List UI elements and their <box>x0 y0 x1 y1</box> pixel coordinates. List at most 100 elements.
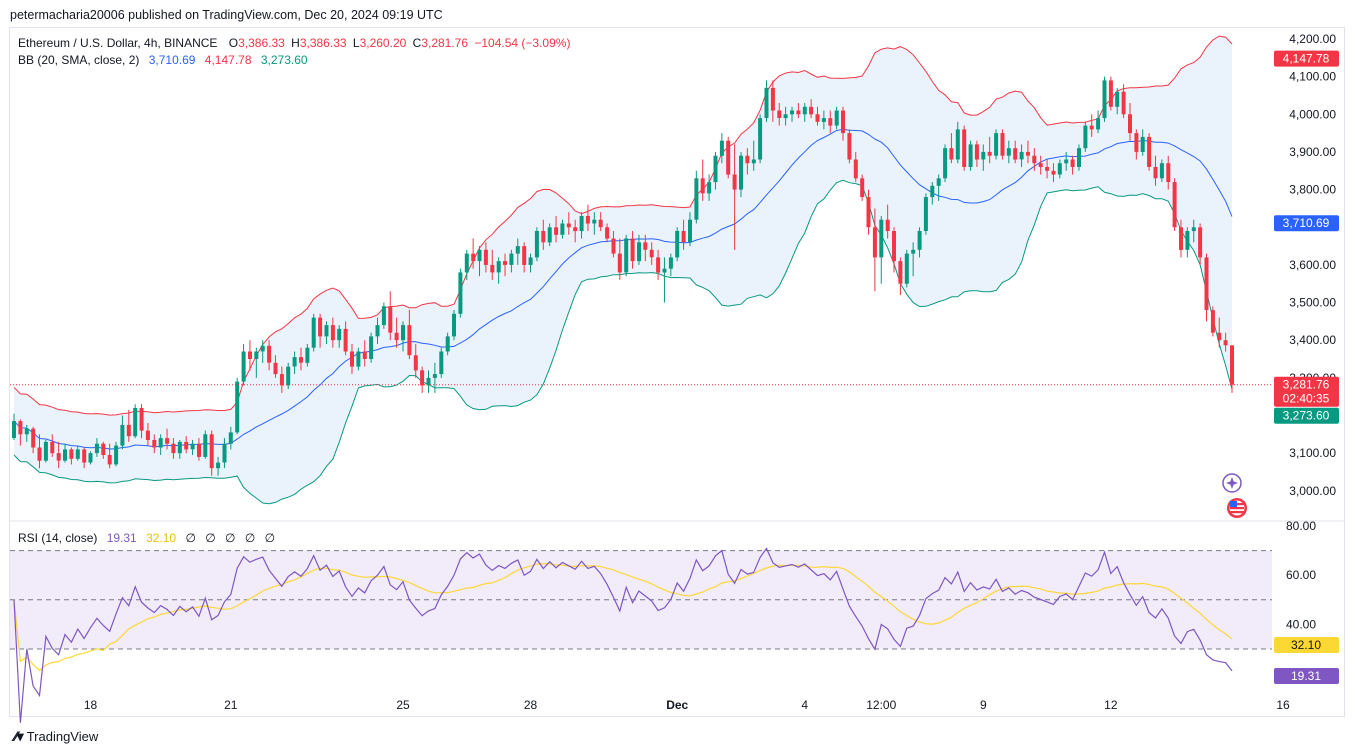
candle-body <box>694 178 699 220</box>
candle-body <box>745 155 750 164</box>
price-tick-label: 3,800.00 <box>1289 183 1336 197</box>
bb-lower-line <box>13 179 1233 505</box>
candle-body <box>1096 118 1101 130</box>
candle-body <box>401 325 405 341</box>
rsi-legend-row: RSI (14, close) 19.31 32.10 ∅ ∅ ∅ ∅ ∅ <box>18 531 278 545</box>
candle-body <box>273 362 278 375</box>
candle-body <box>879 219 884 258</box>
rsi-tick-label: 40.00 <box>1286 617 1316 631</box>
rsi-empty-4: ∅ <box>244 531 256 545</box>
candle-body <box>1204 257 1209 311</box>
candle-body <box>439 351 444 375</box>
time-tick-label: Dec <box>666 698 688 712</box>
candle-body <box>974 144 979 160</box>
candle-body <box>158 438 163 448</box>
candle-body <box>477 249 482 262</box>
candle-body <box>885 219 890 231</box>
candle-body <box>566 223 571 228</box>
candle-body <box>1185 231 1190 250</box>
candle-body <box>1121 91 1126 115</box>
candle-body <box>1000 133 1005 156</box>
bb-basis-line <box>13 128 1233 450</box>
candle-body <box>1102 80 1107 119</box>
bb-label: BB (20, SMA, close, 2) <box>18 53 140 67</box>
candle-body <box>94 443 99 454</box>
candle-body <box>1051 170 1056 175</box>
candle-body <box>815 114 820 122</box>
candle-body <box>598 219 603 228</box>
rsi-empty-5: ∅ <box>264 531 276 545</box>
candle-body <box>471 253 476 262</box>
candle-body <box>120 424 125 446</box>
candle-body <box>496 261 501 273</box>
candle-body <box>1153 167 1158 179</box>
candle-body <box>624 238 629 273</box>
rsi-badge <box>1274 668 1339 684</box>
candle-body <box>69 449 74 459</box>
candle-body <box>968 144 973 167</box>
price-tick-label: 3,000.00 <box>1289 484 1336 498</box>
candle-body <box>841 110 845 134</box>
high-label: H <box>291 36 300 50</box>
candle-body <box>260 345 265 352</box>
chart-frame <box>9 27 1345 717</box>
candle-body <box>426 377 431 386</box>
open-label: O <box>228 36 239 50</box>
sparkle-icon[interactable] <box>1222 473 1242 493</box>
candle-body <box>50 441 55 454</box>
candle-body <box>675 231 680 258</box>
candle-body <box>37 447 42 461</box>
candle-body <box>605 227 610 239</box>
price-tick-label: 4,200.00 <box>1289 32 1336 46</box>
candle-body <box>930 185 935 198</box>
time-tick-label: 21 <box>224 698 238 712</box>
time-tick-label: 28 <box>524 698 538 712</box>
time-tick-label: 25 <box>396 698 410 712</box>
candle-body <box>190 443 195 450</box>
rsi-empty-3: ∅ <box>225 531 236 545</box>
candle-body <box>337 328 342 341</box>
candle-body <box>1077 148 1081 167</box>
basis-badge-text: 3,710.69 <box>1283 216 1330 230</box>
candle-body <box>573 227 578 232</box>
candle-body <box>324 325 329 337</box>
candle-body <box>732 174 737 190</box>
high-value: 3,386.33 <box>299 36 347 50</box>
rsi-axis[interactable]: 80.00 60.00 40.00 <box>1286 519 1316 631</box>
candle-body <box>1115 91 1120 107</box>
candle-body <box>432 374 437 378</box>
candle-body <box>809 106 814 115</box>
candle-body <box>171 443 176 454</box>
candle-body <box>209 434 214 469</box>
candle-body <box>923 197 928 231</box>
candle-body <box>911 249 916 254</box>
candle-body <box>356 351 361 367</box>
candle-body <box>222 443 227 463</box>
candle-body <box>1064 159 1069 164</box>
candle-body <box>866 197 871 228</box>
candle-body <box>739 155 743 190</box>
candle-body <box>1032 155 1037 164</box>
footer-brand[interactable]: ⁄⁄▾ TradingView <box>14 728 98 745</box>
candle-body <box>987 151 992 156</box>
basis-badge <box>1274 215 1339 232</box>
upper-badge <box>1274 50 1339 67</box>
candle-body <box>101 443 106 455</box>
time-tick-label: 4 <box>801 698 808 712</box>
candle-body <box>656 257 661 273</box>
candle-body <box>681 231 686 243</box>
price-axis[interactable]: 4,200.00 4,100.00 4,000.00 3,900.00 3,800.00… <box>1289 32 1336 498</box>
candle-body <box>713 155 718 183</box>
candle-body <box>107 455 112 465</box>
rsi-empty-1: ∅ <box>185 531 196 545</box>
brand-name: TradingView <box>26 729 99 744</box>
candle-body <box>534 231 539 258</box>
candle-body <box>388 306 393 333</box>
candle-body <box>700 178 705 194</box>
us-flag-icon[interactable] <box>1227 498 1247 518</box>
open-value: 3,386.33 <box>238 36 285 50</box>
candle-body <box>541 231 546 243</box>
